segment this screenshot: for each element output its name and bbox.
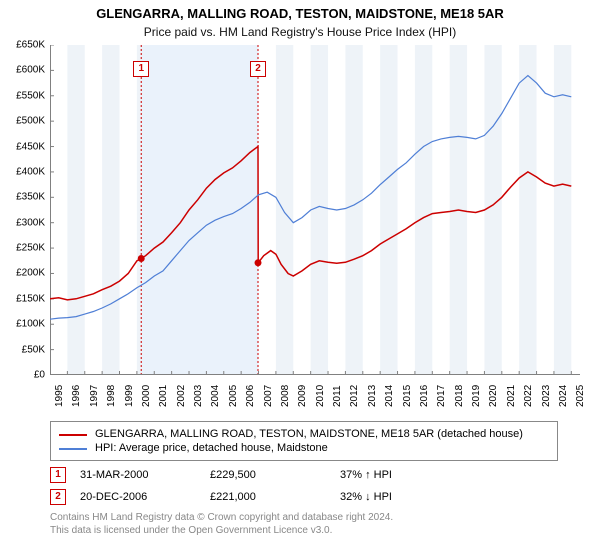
legend: GLENGARRA, MALLING ROAD, TESTON, MAIDSTO… <box>50 421 558 461</box>
x-tick-label: 2002 <box>176 385 187 407</box>
y-tick-label: £600K <box>0 65 45 76</box>
event-marker-icon: 1 <box>50 467 66 483</box>
legend-item: HPI: Average price, detached house, Maid… <box>59 442 549 454</box>
event-marker-icon: 1 <box>133 61 149 77</box>
event-marker-icon: 2 <box>50 489 66 505</box>
y-tick-label: £200K <box>0 268 45 279</box>
x-tick-label: 2017 <box>436 385 447 407</box>
x-tick-label: 1999 <box>124 385 135 407</box>
footer-line: Contains HM Land Registry data © Crown c… <box>50 511 590 524</box>
event-row: 1 31-MAR-2000 £229,500 37% ↑ HPI <box>50 467 590 483</box>
x-tick-label: 2013 <box>367 385 378 407</box>
x-tick-label: 2010 <box>315 385 326 407</box>
x-tick-label: 1996 <box>71 385 82 407</box>
x-tick-label: 2025 <box>575 385 586 407</box>
y-tick-label: £50K <box>0 344 45 355</box>
chart-title: GLENGARRA, MALLING ROAD, TESTON, MAIDSTO… <box>0 6 600 21</box>
event-delta: 32% ↓ HPI <box>340 491 470 503</box>
x-tick-label: 2024 <box>558 385 569 407</box>
x-tick-label: 1998 <box>106 385 117 407</box>
x-tick-label: 2007 <box>263 385 274 407</box>
event-date: 20-DEC-2006 <box>80 491 210 503</box>
x-tick-label: 2022 <box>523 385 534 407</box>
x-tick-label: 2016 <box>419 385 430 407</box>
x-tick-label: 2018 <box>454 385 465 407</box>
plot-svg <box>50 45 580 375</box>
x-tick-label: 2014 <box>384 385 395 407</box>
x-tick-label: 2003 <box>193 385 204 407</box>
x-tick-label: 2019 <box>471 385 482 407</box>
y-tick-label: £300K <box>0 217 45 228</box>
plot-area: 12 £0£50K£100K£150K£200K£250K£300K£350K£… <box>50 45 580 375</box>
x-tick-label: 2023 <box>541 385 552 407</box>
y-tick-label: £150K <box>0 293 45 304</box>
y-tick-label: £450K <box>0 141 45 152</box>
chart-subtitle: Price paid vs. HM Land Registry's House … <box>0 25 600 39</box>
x-tick-label: 2000 <box>141 385 152 407</box>
y-tick-label: £250K <box>0 243 45 254</box>
event-date: 31-MAR-2000 <box>80 469 210 481</box>
y-tick-label: £100K <box>0 319 45 330</box>
y-tick-label: £400K <box>0 166 45 177</box>
x-tick-label: 2021 <box>506 385 517 407</box>
y-tick-label: £650K <box>0 40 45 51</box>
x-tick-label: 2011 <box>332 385 343 407</box>
legend-item: GLENGARRA, MALLING ROAD, TESTON, MAIDSTO… <box>59 428 549 440</box>
legend-label: GLENGARRA, MALLING ROAD, TESTON, MAIDSTO… <box>95 428 523 440</box>
x-tick-label: 2008 <box>280 385 291 407</box>
legend-swatch <box>59 434 87 436</box>
legend-label: HPI: Average price, detached house, Maid… <box>95 442 328 454</box>
event-row: 2 20-DEC-2006 £221,000 32% ↓ HPI <box>50 489 590 505</box>
x-tick-label: 2004 <box>210 385 221 407</box>
x-tick-label: 2020 <box>488 385 499 407</box>
event-price: £229,500 <box>210 469 340 481</box>
x-tick-label: 2012 <box>349 385 360 407</box>
event-delta: 37% ↑ HPI <box>340 469 470 481</box>
x-tick-label: 1995 <box>54 385 65 407</box>
x-tick-label: 2006 <box>245 385 256 407</box>
y-tick-label: £550K <box>0 90 45 101</box>
footer: Contains HM Land Registry data © Crown c… <box>50 511 590 537</box>
event-marker-icon: 2 <box>250 61 266 77</box>
y-tick-label: £500K <box>0 116 45 127</box>
y-tick-label: £0 <box>0 370 45 381</box>
footer-line: This data is licensed under the Open Gov… <box>50 524 590 537</box>
x-tick-label: 2009 <box>297 385 308 407</box>
y-tick-label: £350K <box>0 192 45 203</box>
x-tick-label: 2005 <box>228 385 239 407</box>
legend-swatch <box>59 448 87 450</box>
event-price: £221,000 <box>210 491 340 503</box>
titles: GLENGARRA, MALLING ROAD, TESTON, MAIDSTO… <box>0 6 600 39</box>
x-tick-label: 2001 <box>158 385 169 407</box>
chart-container: GLENGARRA, MALLING ROAD, TESTON, MAIDSTO… <box>0 6 600 537</box>
events-table: 1 31-MAR-2000 £229,500 37% ↑ HPI 2 20-DE… <box>50 467 590 505</box>
x-tick-label: 2015 <box>402 385 413 407</box>
x-tick-label: 1997 <box>89 385 100 407</box>
x-axis-labels: 1995 1996 1997 1998 1999 2000 2001 2002 2003 2004… <box>50 375 580 415</box>
